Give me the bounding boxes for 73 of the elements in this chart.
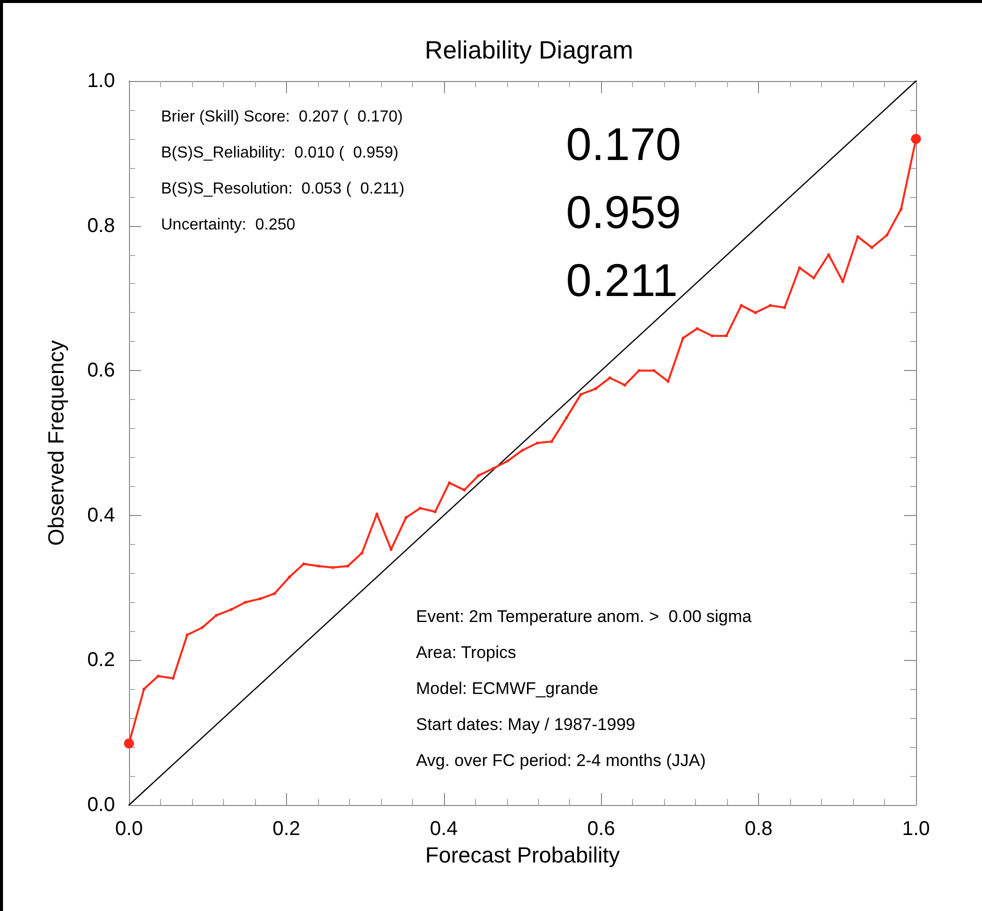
point xyxy=(550,440,554,444)
point xyxy=(754,311,757,314)
annotation: B(S)S_Resolution: 0.053 ( 0.211) xyxy=(161,180,404,198)
point xyxy=(710,334,714,338)
annotation: Avg. over FC period: 2-4 months (JJA) xyxy=(416,751,706,770)
point xyxy=(302,562,306,566)
point xyxy=(812,276,816,280)
x-tick-label: 0.0 xyxy=(115,818,143,840)
x-tick-label: 1.0 xyxy=(902,818,930,840)
point xyxy=(637,369,640,372)
point xyxy=(783,306,786,310)
annotation: Start dates: May / 1987-1999 xyxy=(416,715,636,734)
point xyxy=(273,592,276,596)
point xyxy=(244,600,247,604)
point xyxy=(885,234,888,237)
point xyxy=(360,552,364,555)
point xyxy=(142,688,146,691)
y-tick-label: 0.4 xyxy=(87,504,115,526)
point xyxy=(214,614,218,617)
annotation: Brier (Skill) Score: 0.207 ( 0.170) xyxy=(161,108,403,126)
point xyxy=(492,466,495,470)
point xyxy=(506,460,510,463)
point xyxy=(288,575,292,578)
y-tick-label: 0.2 xyxy=(87,649,115,672)
y-tick-label: 1.0 xyxy=(87,70,115,92)
point xyxy=(594,387,598,390)
point xyxy=(230,608,233,612)
point xyxy=(476,474,480,478)
point xyxy=(900,208,903,211)
x-tick-label: 0.2 xyxy=(272,818,300,840)
y-tick-label: 0.8 xyxy=(87,214,115,237)
point xyxy=(623,384,626,387)
point xyxy=(404,516,408,520)
point xyxy=(696,327,699,330)
point xyxy=(740,304,743,307)
point xyxy=(724,334,728,338)
point xyxy=(375,512,378,516)
point xyxy=(317,564,320,568)
point xyxy=(186,633,189,636)
point xyxy=(652,369,656,372)
point xyxy=(565,416,568,420)
annotation: Event: 2m Temperature anom. > 0.00 sigma xyxy=(416,607,752,626)
point xyxy=(448,481,451,484)
point xyxy=(579,392,582,396)
point xyxy=(258,597,262,600)
annotation: 0.959 xyxy=(566,186,682,238)
y-axis-title: Observed Frequency xyxy=(44,340,68,546)
point xyxy=(841,280,844,284)
point xyxy=(768,304,772,307)
point xyxy=(462,488,466,492)
point xyxy=(682,336,685,340)
annotation: Area: Tropics xyxy=(416,643,516,662)
point xyxy=(798,266,802,270)
x-tick-label: 0.4 xyxy=(430,818,458,840)
annotation: 0.170 xyxy=(566,118,682,170)
point xyxy=(346,564,350,568)
x-tick-label: 0.8 xyxy=(744,818,773,840)
x-tick-label: 0.6 xyxy=(587,818,616,840)
annotation: Uncertainty: 0.250 xyxy=(161,216,296,234)
point xyxy=(608,376,612,380)
point xyxy=(870,246,874,250)
annotation: 0.211 xyxy=(566,254,678,306)
chart-title: Reliability Diagram xyxy=(424,36,634,64)
point xyxy=(156,674,160,678)
point xyxy=(418,506,422,510)
point xyxy=(172,676,175,680)
x-axis-title: Forecast Probability xyxy=(425,842,620,868)
y-tick-label: 0.6 xyxy=(87,360,115,382)
y-tick-label: 0.0 xyxy=(87,794,115,816)
annotation: B(S)S_Reliability: 0.010 ( 0.959) xyxy=(161,144,398,162)
annotation: Model: ECMWF_grande xyxy=(416,679,598,698)
point xyxy=(200,626,204,630)
point xyxy=(521,448,524,452)
